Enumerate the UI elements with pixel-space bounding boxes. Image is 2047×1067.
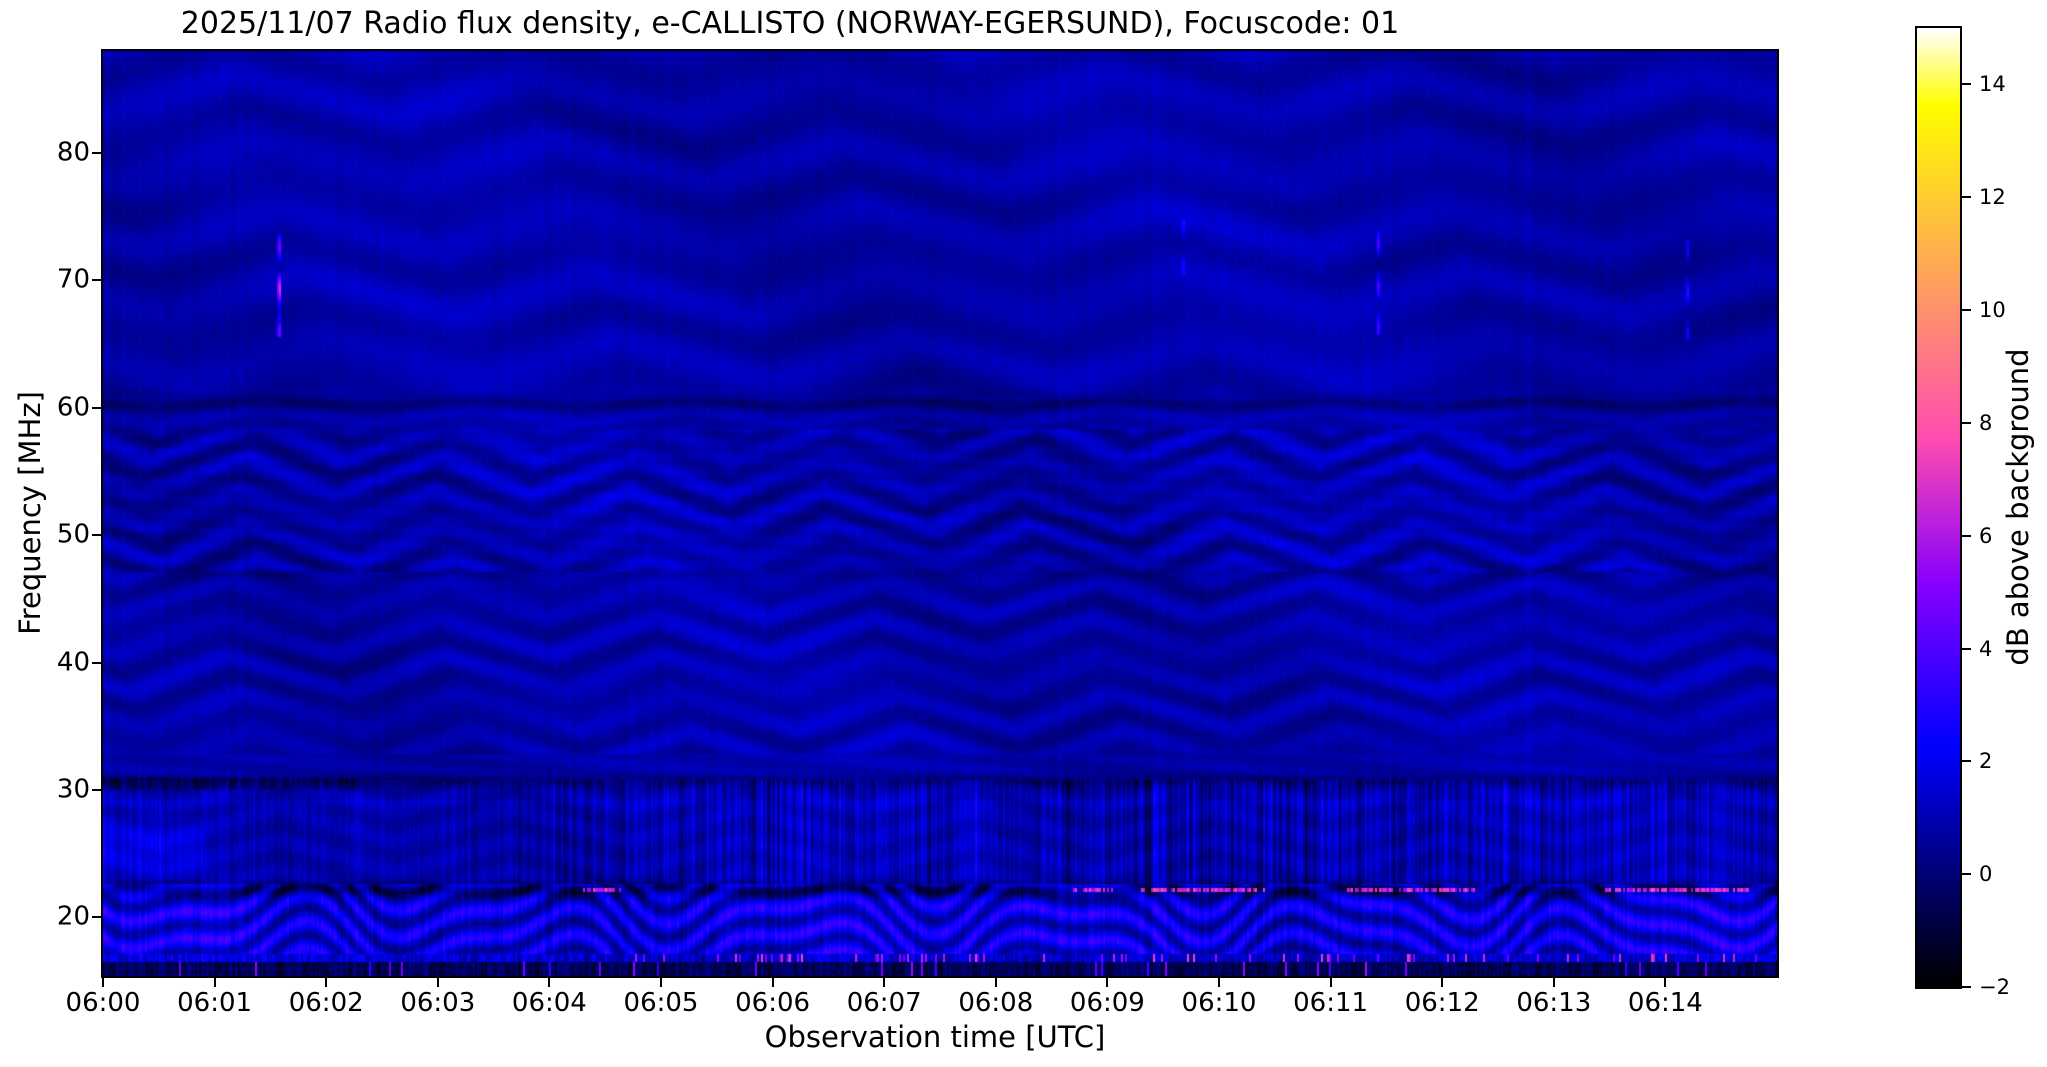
colorbar-tick-mark [1962,421,1971,424]
x-tick-mark [1664,978,1667,987]
y-tick-mark [92,916,101,919]
x-tick-mark [1329,978,1332,987]
x-tick-mark [213,978,216,987]
x-tick-mark [1441,978,1444,987]
colorbar [1915,26,1962,989]
x-tick-label: 06:03 [400,988,476,1018]
colorbar-tick-label: 12 [1979,185,2006,210]
y-tick-mark [92,406,101,409]
y-tick-label: 50 [56,519,90,550]
colorbar-tick-mark [1962,760,1971,763]
colorbar-tick-mark [1962,986,1971,988]
y-tick-label: 70 [56,264,90,295]
x-tick-label: 06:01 [177,988,253,1018]
colorbar-tick-label: 0 [1979,862,1993,887]
x-tick-label: 06:14 [1627,988,1703,1018]
colorbar-tick-mark [1962,196,1971,199]
x-tick-mark [102,978,104,987]
colorbar-label: dB above background [2001,348,2035,666]
colorbar-tick-mark [1962,83,1971,86]
y-tick-label: 40 [56,646,90,677]
colorbar-tick-label: −2 [1979,975,2010,999]
x-axis-label: Observation time [UTC] [764,1020,1106,1054]
y-tick-mark [92,151,101,154]
x-tick-label: 06:12 [1404,988,1480,1018]
chart-title: 2025/11/07 Radio flux density, e-CALLIST… [180,6,1400,41]
x-tick-mark [1218,978,1220,987]
colorbar-tick-label: 14 [1979,72,2006,97]
x-tick-mark [436,978,439,987]
y-axis-label: Frequency [MHz] [13,391,47,635]
y-tick-mark [92,534,101,537]
x-tick-mark [548,978,551,987]
x-tick-mark [325,978,328,987]
x-tick-label: 06:09 [1069,988,1145,1018]
x-tick-label: 06:00 [65,988,141,1018]
colorbar-tick-label: 6 [1979,523,1993,548]
x-tick-mark [1552,978,1555,987]
x-tick-label: 06:05 [623,988,699,1018]
x-tick-mark [771,978,774,987]
y-tick-mark [92,279,101,282]
x-tick-mark [883,978,886,987]
colorbar-tick-mark [1962,534,1971,537]
y-tick-label: 60 [56,392,90,423]
colorbar-tick-label: 10 [1979,298,2006,323]
x-tick-label: 06:13 [1516,988,1592,1018]
colorbar-tick-label: 2 [1979,749,1993,774]
colorbar-tick-mark [1962,873,1971,876]
x-tick-label: 06:08 [958,988,1034,1018]
x-tick-label: 06:07 [846,988,922,1018]
spectrogram-canvas [103,51,1777,976]
y-tick-label: 20 [56,901,90,932]
y-tick-mark [92,661,101,664]
plot-area [101,49,1779,978]
y-tick-mark [92,788,101,791]
x-tick-label: 06:02 [288,988,364,1018]
x-tick-mark [1106,978,1109,987]
x-tick-mark [994,978,997,987]
y-tick-label: 30 [56,774,90,805]
colorbar-tick-label: 4 [1979,636,1993,661]
colorbar-tick-mark [1962,309,1971,312]
colorbar-canvas [1917,28,1960,987]
x-tick-label: 06:11 [1293,988,1369,1018]
x-tick-label: 06:04 [511,988,587,1018]
x-tick-label: 06:10 [1181,988,1257,1018]
y-tick-label: 80 [56,137,90,168]
x-tick-mark [660,978,662,987]
colorbar-tick-label: 8 [1979,410,1993,435]
colorbar-tick-mark [1962,647,1971,650]
x-tick-label: 06:06 [735,988,811,1018]
